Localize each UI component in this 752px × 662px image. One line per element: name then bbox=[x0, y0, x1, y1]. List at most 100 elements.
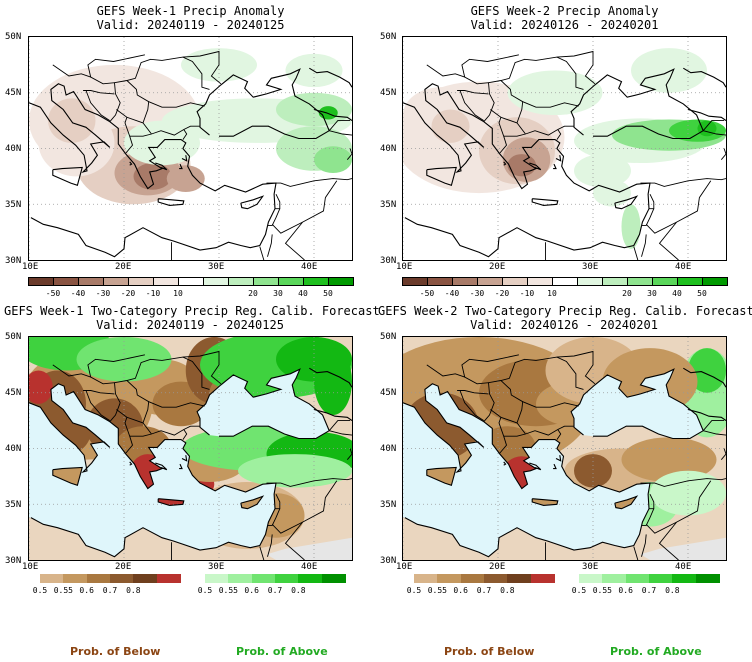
island bbox=[52, 467, 83, 486]
field-blob bbox=[318, 106, 338, 120]
lat-label: 35N bbox=[380, 500, 397, 510]
country-border bbox=[116, 409, 134, 454]
island bbox=[240, 496, 263, 509]
lon-label: 20E bbox=[115, 562, 132, 572]
colorbar-swatch bbox=[477, 277, 503, 286]
lon-label: 30E bbox=[208, 262, 225, 272]
colorbar-tick: 0.55 bbox=[218, 586, 238, 595]
lat-label: 30N bbox=[5, 556, 22, 566]
colorbar-swatch bbox=[128, 277, 154, 286]
colorbar-tick: 10 bbox=[173, 289, 183, 298]
lat-label: 40N bbox=[5, 444, 22, 454]
lat-label: 35N bbox=[5, 500, 22, 510]
colorbar-swatch bbox=[577, 277, 603, 286]
lat-label: 40N bbox=[5, 144, 22, 154]
colorbar-swatch bbox=[205, 574, 230, 583]
country-border bbox=[275, 194, 281, 210]
colorbar-tick: -20 bbox=[120, 289, 136, 298]
country-border bbox=[284, 521, 305, 560]
panel3-valid: Valid: 20240119 - 20240125 bbox=[96, 318, 284, 332]
colorbar-swatch bbox=[530, 574, 555, 583]
country-border bbox=[271, 180, 338, 234]
field-blob bbox=[593, 179, 631, 207]
below-colorbar-week2: 0.5 0.55 0.6 0.7 0.8 bbox=[407, 574, 555, 596]
country-border bbox=[129, 425, 200, 437]
map-week2-anomaly bbox=[402, 36, 727, 261]
colorbar-tick: 50 bbox=[323, 289, 333, 298]
country-border bbox=[329, 130, 352, 136]
colorbar-tick: 0.55 bbox=[53, 586, 73, 595]
coastline bbox=[503, 461, 507, 466]
coastline bbox=[179, 463, 183, 470]
country-border bbox=[114, 356, 210, 390]
lon-label: 40E bbox=[301, 562, 318, 572]
country-border bbox=[503, 425, 574, 437]
coastline bbox=[570, 368, 704, 440]
mediterranean-sea bbox=[403, 383, 650, 557]
colorbar-tick: 0.6 bbox=[79, 586, 94, 595]
country-border bbox=[645, 180, 712, 234]
country-border bbox=[284, 221, 305, 260]
colorbar-swatch bbox=[321, 574, 346, 583]
country-border bbox=[259, 246, 265, 260]
colorbar-swatch bbox=[156, 574, 181, 583]
country-border bbox=[640, 478, 726, 487]
colorbar-swatch bbox=[625, 574, 650, 583]
colorbar-tick: 0.8 bbox=[665, 586, 680, 595]
coastline bbox=[403, 83, 651, 258]
lon-label: 40E bbox=[675, 262, 692, 272]
mediterranean-sea bbox=[29, 383, 276, 557]
colorbar-swatch bbox=[86, 574, 111, 583]
colorbar-tick: 0.5 bbox=[197, 586, 213, 595]
field-blob bbox=[574, 154, 631, 188]
coastline bbox=[29, 83, 277, 258]
coastline bbox=[426, 466, 457, 487]
country-border bbox=[702, 120, 725, 131]
coastline bbox=[555, 155, 562, 162]
map-week2-probability bbox=[402, 336, 727, 561]
field-blob bbox=[29, 370, 53, 404]
country-border bbox=[461, 54, 519, 78]
country-border bbox=[556, 350, 596, 385]
colorbar-swatch bbox=[402, 277, 428, 286]
country-border bbox=[640, 178, 726, 187]
colorbar-tick: 0.5 bbox=[32, 586, 48, 595]
colorbar-swatch bbox=[53, 277, 79, 286]
coastline bbox=[240, 495, 265, 510]
country-border bbox=[488, 56, 584, 90]
coastline bbox=[426, 166, 457, 187]
prob-above-label: Prob. of Above bbox=[610, 645, 702, 658]
colorbar-swatch bbox=[672, 574, 697, 583]
lat-label: 50N bbox=[5, 32, 22, 42]
colorbar-swatch bbox=[78, 277, 104, 286]
country-border bbox=[275, 494, 281, 510]
colorbar-swatch bbox=[228, 277, 254, 286]
lon-label: 10E bbox=[396, 262, 413, 272]
colorbar-swatch bbox=[414, 574, 439, 583]
colorbar-tick: 10 bbox=[547, 289, 557, 298]
colorbar-swatch bbox=[110, 574, 135, 583]
coastline bbox=[129, 461, 133, 466]
colorbar-swatch bbox=[275, 574, 300, 583]
coastline bbox=[553, 163, 557, 170]
colorbar-swatch bbox=[652, 277, 678, 286]
country-border bbox=[259, 546, 265, 560]
colorbar-swatch bbox=[328, 277, 354, 286]
lat-label: 35N bbox=[5, 200, 22, 210]
country-border bbox=[720, 148, 726, 160]
lon-label: 40E bbox=[675, 562, 692, 572]
colorbar-tick: 0.7 bbox=[267, 586, 283, 595]
colorbar-tick: 40 bbox=[298, 289, 308, 298]
panel1-valid: Valid: 20240119 - 20240125 bbox=[96, 18, 285, 32]
coastline bbox=[309, 367, 352, 388]
coastline bbox=[155, 162, 168, 171]
country-border bbox=[633, 546, 639, 560]
country-border bbox=[83, 90, 115, 95]
colorbar-swatch bbox=[298, 574, 323, 583]
coastline bbox=[129, 161, 133, 166]
coastline bbox=[553, 463, 557, 470]
prob-above-label: Prob. of Above bbox=[236, 645, 328, 658]
country-border bbox=[457, 90, 489, 95]
colorbar-swatch bbox=[460, 574, 485, 583]
colorbar-tick: 0.5 bbox=[571, 586, 587, 595]
